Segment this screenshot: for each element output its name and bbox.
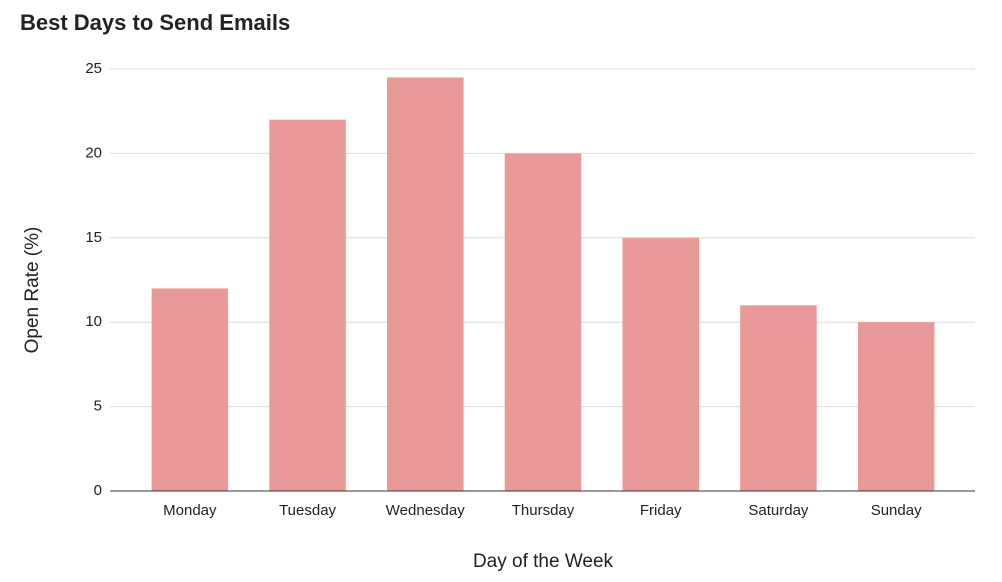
bar — [504, 153, 582, 491]
bar — [269, 119, 346, 491]
bar — [387, 77, 464, 491]
chart-title: Best Days to Send Emails — [20, 10, 290, 35]
y-tick-label: 5 — [94, 398, 102, 415]
x-axis-label: Day of the Week — [473, 551, 614, 572]
x-tick-label: Sunday — [871, 502, 922, 519]
bar — [151, 288, 229, 491]
y-tick-label: 15 — [85, 229, 102, 246]
bar — [740, 305, 817, 491]
y-tick-label: 10 — [85, 313, 102, 330]
y-tick-label: 20 — [85, 144, 102, 161]
x-tick-label: Friday — [640, 502, 682, 519]
y-axis-label: Open Rate (%) — [22, 227, 43, 354]
x-tick-label: Thursday — [512, 502, 575, 519]
x-tick-label: Tuesday — [279, 502, 336, 519]
y-tick-label: 0 — [94, 482, 102, 499]
bar — [622, 237, 699, 491]
y-tick-label: 25 — [85, 60, 102, 77]
x-tick-label: Monday — [163, 502, 217, 519]
bar — [857, 322, 935, 491]
x-tick-label: Wednesday — [386, 502, 465, 519]
x-tick-label: Saturday — [748, 502, 809, 519]
